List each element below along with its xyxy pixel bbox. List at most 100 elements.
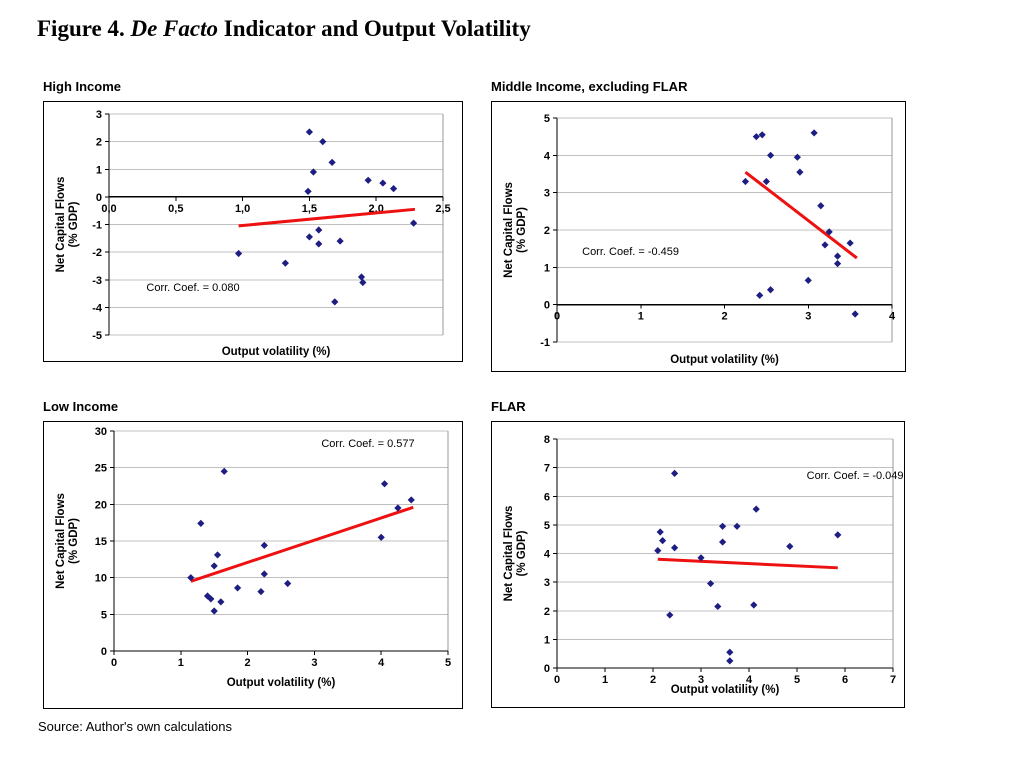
x-tick-label: 0,5 — [168, 203, 183, 215]
y-tick-label: 1 — [96, 164, 102, 176]
y-tick-label: -2 — [92, 247, 102, 259]
x-tick-label: 4 — [889, 311, 896, 323]
figure-title-suffix: Indicator and Output Volatility — [218, 16, 531, 41]
figure-title: Figure 4. De Facto Indicator and Output … — [37, 16, 531, 42]
data-point — [284, 579, 292, 588]
y-tick-label: 4 — [544, 150, 551, 162]
x-tick-label: 3 — [698, 674, 704, 686]
source-text: Source: Author's own calculations — [38, 719, 232, 734]
y-tick-label: 8 — [544, 434, 550, 446]
y-tick-label: 10 — [95, 573, 107, 585]
y-tick-label: 1 — [544, 262, 550, 274]
y-axis-title: (% GDP) — [68, 518, 80, 564]
chart-heading: Low Income — [43, 399, 119, 414]
data-point — [379, 179, 387, 187]
data-point — [394, 504, 402, 512]
trend-line — [190, 505, 414, 583]
x-tick-label: 3 — [805, 311, 811, 323]
x-tick-label: 1 — [638, 311, 644, 323]
data-point — [810, 129, 818, 137]
x-axis-title: Output volatility (%) — [227, 677, 336, 689]
y-tick-label: 5 — [101, 609, 107, 621]
x-axis-title: Output volatility (%) — [222, 346, 331, 358]
y-tick-label: 3 — [544, 577, 550, 589]
data-point — [309, 168, 318, 176]
chart-canvas: 5 4 3 2 1 0 -1 0 1 2 3 4 Corr. Coef. = -0.459 Output … — [491, 101, 906, 372]
data-point — [328, 158, 336, 166]
data-point — [758, 131, 766, 139]
x-tick-label: 2,5 — [435, 203, 450, 215]
y-tick-label: -4 — [92, 302, 103, 314]
x-tick-label: 1 — [178, 657, 184, 669]
chart-canvas: 8 7 6 5 4 3 2 1 0 0 1 2 3 4 5 6 7 Corr. Coef. = -0.049 Out… — [491, 421, 905, 708]
data-point — [786, 542, 794, 550]
data-point — [817, 202, 825, 210]
chart-svg: 5 4 3 2 1 0 -1 0 1 2 3 4 Corr. Coef. = -0.459 Output … — [491, 101, 906, 372]
data-point — [654, 547, 662, 555]
y-tick-label: 1 — [544, 634, 550, 646]
data-point — [410, 219, 418, 227]
corr-label: Corr. Coef. = -0.049 — [807, 470, 904, 482]
data-point — [305, 233, 313, 241]
data-point — [851, 310, 859, 318]
y-axis-title: (% GDP) — [516, 207, 528, 253]
chart-svg: 30 25 20 15 10 5 00 1 2 3 4 5 Corr. Coef. = 0.577 Out… — [43, 421, 463, 709]
chart-heading: High Income — [43, 79, 122, 94]
data-point — [207, 595, 215, 603]
y-axis-title: Net Capital Flows — [55, 493, 67, 589]
x-tick-label: 4 — [746, 674, 753, 686]
x-tick-label: 2 — [650, 674, 656, 686]
y-tick-label: 6 — [544, 491, 550, 503]
y-tick-label: 3 — [96, 109, 102, 121]
data-point — [364, 176, 372, 184]
data-point — [726, 657, 734, 665]
data-point — [357, 273, 366, 281]
data-point — [766, 286, 775, 294]
chart-canvas: 3 2 1 0 -1 -2 -3 -4 -5 0,0 0,5 1,0 1,5 2,0 2,5 Corr. Co… — [43, 101, 463, 362]
y-axis-title: Net Capital Flows — [503, 506, 515, 602]
corr-label: Corr. Coef. = 0.080 — [146, 282, 239, 294]
chart-flar: FLAR 8 7 6 5 4 3 2 1 0 0 1 2 3 4 5 6 7 Corr. Coef. = -0.0… — [491, 399, 905, 708]
y-tick-label: -3 — [92, 275, 102, 287]
data-point — [697, 554, 705, 562]
data-point — [752, 133, 760, 141]
chart-border — [491, 421, 905, 708]
y-axis-title: (% GDP) — [68, 201, 80, 247]
data-point — [846, 239, 854, 247]
x-tick-label: 0 — [554, 674, 560, 686]
x-tick-label: 2 — [721, 311, 727, 323]
trend-line — [238, 207, 416, 228]
corr-label: Corr. Coef. = 0.577 — [321, 438, 414, 450]
x-tick-label: 1 — [602, 674, 608, 686]
chart-border — [43, 101, 463, 362]
y-axis-title: (% GDP) — [516, 530, 528, 576]
data-point — [380, 480, 389, 488]
y-tick-label: 20 — [95, 499, 107, 511]
y-axis-title: Net Capital Flows — [503, 182, 515, 278]
data-point — [796, 168, 804, 176]
x-tick-label: 0,0 — [101, 203, 116, 215]
data-point — [741, 177, 750, 186]
y-tick-label: 0 — [544, 663, 550, 675]
y-tick-label: 15 — [95, 536, 107, 548]
x-tick-label: 6 — [842, 674, 848, 686]
x-tick-label: 1,5 — [302, 203, 317, 215]
data-point — [305, 128, 313, 136]
y-tick-label: 2 — [544, 606, 550, 618]
y-tick-label: 30 — [95, 426, 107, 438]
data-point — [315, 226, 323, 234]
data-point — [714, 602, 722, 611]
data-point — [389, 184, 398, 193]
chart-canvas: 30 25 20 15 10 5 0 0 1 2 3 4 5 Corr. Coef. = 0.577 Out… — [43, 421, 463, 709]
data-point — [315, 240, 323, 248]
x-tick-label: 3 — [311, 657, 317, 669]
y-tick-label: 2 — [96, 137, 102, 149]
y-tick-label: 7 — [544, 463, 550, 475]
y-tick-label: 0 — [96, 192, 102, 204]
data-point — [210, 607, 218, 615]
data-point — [825, 228, 833, 236]
data-point — [234, 249, 243, 258]
x-tick-label: 5 — [794, 674, 800, 686]
data-point — [281, 259, 289, 267]
